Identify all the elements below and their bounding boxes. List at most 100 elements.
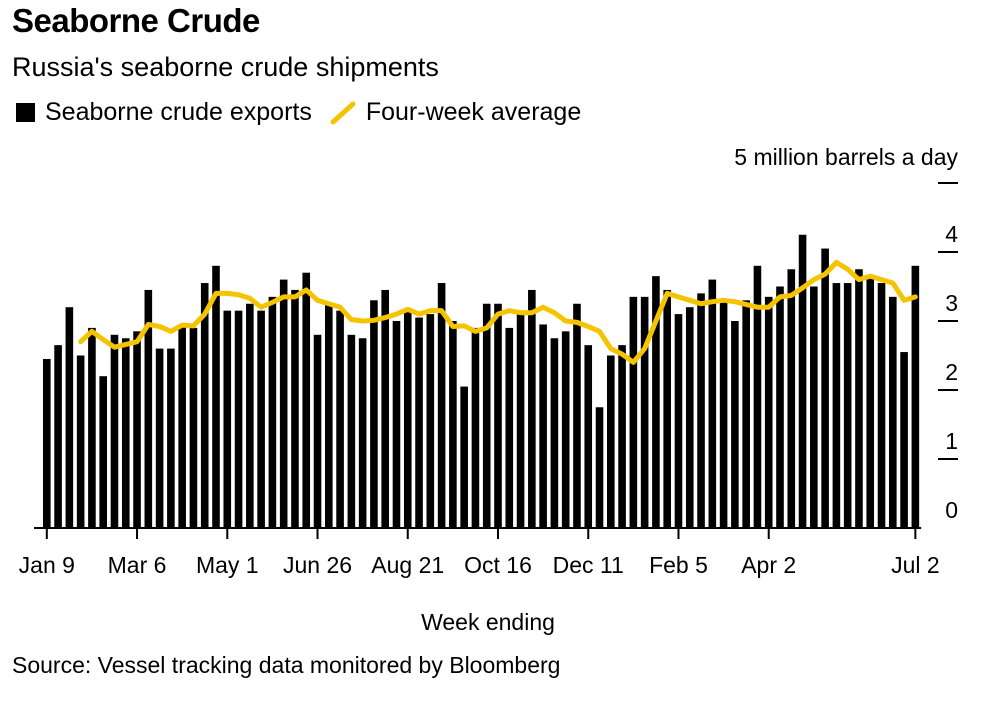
- x-tick-label-48: Dec 11: [553, 552, 624, 578]
- bar-18: [246, 303, 254, 528]
- chart-title: Seaborne Crude: [12, 2, 260, 39]
- bar-58: [697, 293, 705, 528]
- bar-52: [629, 296, 638, 528]
- bar-22: [291, 289, 299, 528]
- x-tick-label-24: Jun 26: [283, 552, 352, 578]
- x-tick-label-16: May 1: [196, 552, 259, 578]
- bar-53: [640, 296, 649, 528]
- legend-bar-label: Seaborne crude exports: [45, 98, 312, 126]
- x-tick-label-32: Aug 21: [371, 552, 444, 578]
- bar-77: [911, 265, 920, 528]
- y-tick-label-2: 2: [945, 359, 958, 385]
- bar-24: [313, 334, 322, 528]
- bar-64: [764, 296, 773, 528]
- bar-5: [99, 376, 107, 528]
- source-note: Source: Vessel tracking data monitored b…: [12, 652, 561, 678]
- bar-14: [200, 283, 209, 528]
- bar-62: [742, 300, 750, 528]
- bar-51: [618, 345, 626, 528]
- line-layer: [78, 259, 918, 365]
- bar-23: [302, 272, 311, 528]
- legend: Seaborne crude exports Four-week average: [16, 98, 581, 127]
- bar-68: [810, 286, 818, 528]
- bar-49: [595, 407, 604, 528]
- x-tick-label-64: Apr 2: [741, 552, 796, 578]
- bar-60: [719, 300, 728, 528]
- bar-45: [550, 338, 559, 528]
- bar-74: [877, 283, 886, 528]
- bar-35: [437, 283, 446, 528]
- bar-29: [370, 300, 378, 528]
- bar-55: [663, 289, 671, 528]
- bar-1: [54, 345, 62, 528]
- y-tick-label-0: 0: [945, 497, 958, 523]
- bar-39: [482, 303, 491, 528]
- bar-73: [866, 276, 875, 528]
- y-tick-label-3: 3: [945, 290, 958, 316]
- bars-layer: [43, 234, 920, 529]
- bar-38: [471, 327, 480, 528]
- x-tick-label-77: Jul 2: [891, 552, 940, 578]
- bar-10: [155, 348, 164, 528]
- bar-76: [900, 352, 908, 528]
- bar-54: [652, 276, 660, 528]
- axis-layer: [34, 182, 958, 539]
- bar-0: [43, 358, 51, 528]
- bar-61: [731, 321, 739, 528]
- bar-8: [133, 331, 141, 528]
- x-axis-label: Week ending: [421, 609, 555, 635]
- bar-30: [381, 289, 389, 528]
- bar-15: [212, 265, 220, 528]
- bar-34: [426, 314, 435, 528]
- bar-19: [257, 310, 265, 528]
- bar-27: [347, 334, 356, 528]
- bar-47: [573, 303, 581, 528]
- bar-72: [855, 269, 863, 528]
- bar-71: [843, 283, 852, 528]
- x-tick-label-8: Mar 6: [108, 552, 167, 578]
- bar-65: [776, 286, 784, 528]
- bar-44: [539, 324, 547, 528]
- chart-subtitle: Russia's seaborne crude shipments: [12, 52, 439, 82]
- bar-20: [268, 296, 277, 528]
- bar-16: [223, 310, 232, 528]
- bar-46: [561, 331, 570, 528]
- bar-26: [336, 310, 344, 528]
- bar-12: [178, 324, 186, 528]
- legend-line-label: Four-week average: [365, 98, 582, 126]
- bar-67: [798, 234, 807, 528]
- bar-9: [144, 289, 153, 528]
- x-tick-label-40: Oct 16: [464, 552, 532, 578]
- bar-37: [460, 386, 468, 528]
- bar-40: [494, 303, 502, 528]
- bar-50: [607, 355, 615, 528]
- x-tick-label-56: Feb 5: [649, 552, 708, 578]
- bar-66: [787, 269, 796, 528]
- bar-25: [325, 303, 333, 528]
- bar-59: [708, 279, 717, 528]
- bar-32: [403, 310, 412, 528]
- bar-42: [516, 314, 525, 528]
- four-week-average-line: [78, 259, 918, 365]
- x-tick-label-0: Jan 9: [19, 552, 75, 578]
- bar-4: [88, 327, 96, 528]
- bar-2: [65, 307, 74, 528]
- bar-56: [674, 314, 683, 528]
- bar-48: [584, 345, 593, 528]
- bar-17: [234, 310, 243, 528]
- bar-69: [821, 248, 829, 529]
- bar-7: [121, 338, 130, 528]
- legend-bar-swatch: [16, 103, 35, 122]
- bar-43: [528, 289, 536, 528]
- bar-11: [167, 348, 175, 528]
- y-tick-label-1: 1: [945, 428, 958, 454]
- bar-63: [753, 265, 762, 528]
- y-tick-label-4: 4: [945, 221, 958, 247]
- y-axis-label: 5 million barrels a day: [734, 144, 958, 170]
- bar-6: [110, 334, 119, 528]
- bar-75: [889, 296, 897, 528]
- bar-21: [279, 279, 288, 528]
- bar-36: [449, 321, 457, 528]
- bar-13: [189, 327, 198, 528]
- bar-28: [358, 338, 367, 528]
